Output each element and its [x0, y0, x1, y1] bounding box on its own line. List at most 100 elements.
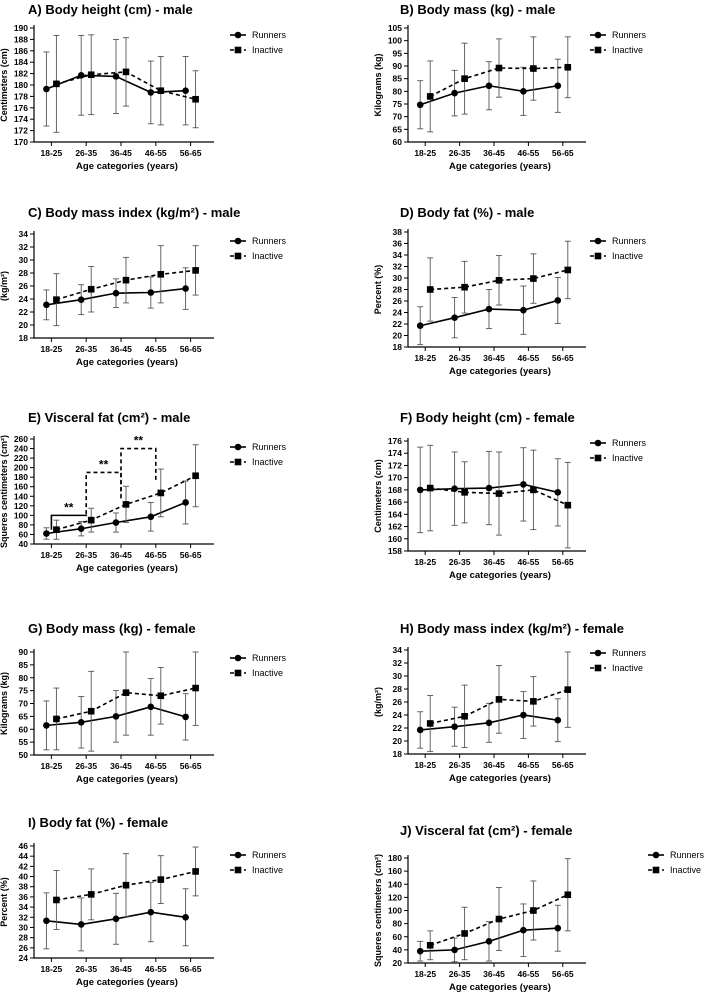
panel-title: A) Body height (cm) - male [28, 2, 193, 17]
x-tick-label: 18-25 [414, 969, 436, 979]
x-tick-label: 18-25 [41, 148, 63, 158]
panel-title: F) Body height (cm) - female [400, 410, 575, 425]
y-tick-label: 32 [19, 242, 29, 252]
data-point [520, 926, 527, 934]
data-point [122, 68, 130, 76]
x-tick-label: 36-45 [483, 353, 505, 363]
y-tick-label: 40 [393, 945, 403, 955]
data-point [112, 73, 120, 80]
data-point [485, 938, 493, 945]
legend-label-runners: Runners [670, 850, 705, 860]
y-tick-label: 182 [14, 69, 28, 79]
data-point [530, 65, 537, 72]
legend-label-inactive: Inactive [252, 668, 283, 678]
data-point [53, 296, 60, 303]
y-tick-label: 80 [19, 673, 29, 683]
series-line [430, 487, 569, 506]
y-tick-label: 178 [14, 91, 28, 101]
axis-lines [33, 649, 214, 756]
legend-label-runners: Runners [252, 236, 287, 246]
series-inactive [53, 245, 199, 327]
x-axis-label: Age categories (years) [449, 773, 551, 784]
legend-marker-runners [594, 31, 602, 39]
panel-title: J) Visceral fat (cm²) - female [400, 823, 572, 838]
x-tick-label: 56-65 [180, 761, 202, 771]
y-tick-label: 172 [14, 126, 28, 136]
y-tick-label: 60 [393, 137, 403, 147]
x-tick-label: 18-25 [414, 148, 436, 158]
data-point [157, 876, 165, 883]
data-point [122, 501, 130, 508]
axis-lines [33, 843, 214, 959]
legend-label-runners: Runners [612, 648, 647, 658]
data-point [87, 707, 95, 715]
axis-lines [407, 855, 586, 964]
y-tick-label: 26 [19, 943, 29, 953]
data-point [461, 283, 468, 291]
significance-stars: ** [64, 500, 74, 514]
panel-i: I) Body fat (%) - female 2426283032343638… [0, 815, 287, 988]
y-tick-label: 90 [393, 61, 403, 71]
series-runners [43, 34, 189, 127]
y-tick-label: 40 [19, 539, 29, 549]
data-point [147, 513, 155, 521]
data-point [147, 908, 155, 916]
x-tick-label: 18-25 [414, 557, 436, 567]
y-tick-label: 20 [393, 736, 403, 746]
y-axis-label: (kg/m²) [0, 271, 9, 301]
x-tick-label: 36-45 [110, 344, 132, 354]
data-point [416, 726, 424, 734]
legend-label-runners: Runners [252, 442, 287, 452]
y-axis-label: Squeres centimeters (cm²) [373, 854, 383, 967]
x-tick-label: 46-55 [145, 148, 167, 158]
legend-marker-runners [594, 439, 602, 447]
data-point [495, 64, 503, 72]
x-tick-label: 56-65 [180, 550, 202, 560]
y-tick-label: 176 [388, 436, 402, 446]
x-tick-label: 46-55 [518, 969, 540, 979]
legend-label-inactive: Inactive [612, 45, 643, 55]
y-axis-label: Kilograms (kg) [0, 672, 9, 735]
data-point [495, 277, 503, 284]
x-tick-label: 36-45 [110, 148, 132, 158]
data-point [520, 481, 527, 488]
x-axis-label: Age categories (years) [76, 977, 178, 988]
data-point [451, 723, 458, 730]
y-tick-label: 75 [393, 99, 403, 109]
legend: Runners Inactive [590, 30, 647, 55]
data-point [520, 88, 527, 95]
x-tick-label: 56-65 [180, 344, 202, 354]
data-point [451, 89, 458, 97]
data-point [461, 489, 468, 496]
data-point [554, 716, 562, 724]
panel-title: B) Body mass (kg) - male [400, 2, 555, 17]
y-tick-label: 170 [388, 473, 402, 483]
y-tick-label: 188 [14, 34, 28, 44]
y-tick-label: 22 [19, 307, 29, 317]
y-tick-label: 18 [19, 333, 29, 343]
y-tick-label: 140 [388, 879, 402, 889]
legend-marker-runners [234, 31, 242, 39]
x-tick-label: 18-25 [41, 964, 63, 974]
y-tick-label: 200 [14, 463, 28, 473]
y-tick-label: 24 [19, 953, 29, 963]
series-inactive [426, 240, 572, 322]
data-point [53, 896, 60, 904]
legend: Runners Inactive [230, 30, 287, 55]
y-tick-label: 38 [393, 227, 403, 237]
x-tick-label: 26-35 [449, 557, 471, 567]
y-tick-label: 168 [388, 485, 402, 495]
legend-label-inactive: Inactive [670, 865, 701, 875]
data-point [43, 85, 50, 93]
legend-label-inactive: Inactive [612, 663, 643, 673]
series-runners [43, 882, 189, 952]
data-point [122, 689, 130, 696]
y-tick-label: 100 [14, 510, 28, 520]
x-tick-label: 46-55 [518, 148, 540, 158]
panel-h: H) Body mass index (kg/m²) - female 18 20 2… [373, 621, 647, 784]
data-point [192, 472, 199, 480]
y-tick-label: 24 [393, 710, 403, 720]
data-point [157, 87, 165, 94]
